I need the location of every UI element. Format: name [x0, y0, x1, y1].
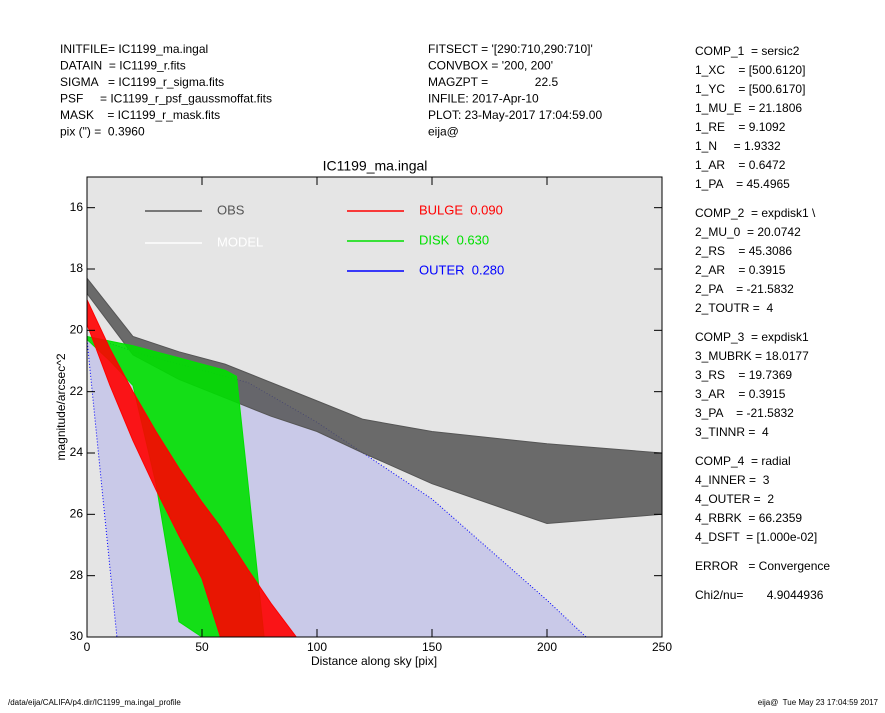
header-line: CONVBOX = '200, 200'	[428, 59, 553, 73]
plot-frame	[86, 176, 663, 638]
parameter-line: 2_AR = 0.3915	[695, 263, 786, 277]
parameter-line: 1_RE = 9.1092	[695, 120, 786, 134]
y-tick-label: 16	[70, 200, 84, 214]
y-tick-label: 22	[70, 384, 84, 398]
header-line: eija@	[428, 125, 459, 139]
legend-label: OUTER 0.280	[419, 262, 504, 277]
parameter-line: 4_RBRK = 66.2359	[695, 511, 802, 525]
legend-label: OBS	[217, 202, 245, 217]
parameter-line: 1_MU_E = 21.1806	[695, 101, 802, 115]
y-tick-label: 24	[70, 445, 84, 459]
x-tick-label: 50	[195, 640, 209, 654]
header-line: INFILE: 2017-Apr-10	[428, 92, 539, 106]
header-line: INITFILE= IC1199_ma.ingal	[60, 42, 208, 56]
parameter-line: 1_XC = [500.6120]	[695, 63, 805, 77]
x-tick-label: 200	[537, 640, 557, 654]
x-tick-label: 0	[84, 640, 91, 654]
component-band	[87, 299, 297, 637]
y-tick-label: 30	[70, 629, 84, 643]
parameter-line: 3_PA = -21.5832	[695, 406, 794, 420]
parameter-line: COMP_3 = expdisk1	[695, 330, 809, 344]
parameter-line: 3_MUBRK = 18.0177	[695, 349, 809, 363]
y-axis-label: magnitude/arcsec^2	[54, 353, 68, 460]
header-line: MASK = IC1199_r_mask.fits	[60, 108, 220, 122]
footer-path: /data/eija/CALIFA/p4.dir/IC1199_ma.ingal…	[8, 698, 181, 707]
parameter-line: Chi2/nu= 4.9044936	[695, 588, 824, 602]
parameter-line: 1_N = 1.9332	[695, 139, 781, 153]
x-axis-label: Distance along sky [pix]	[311, 654, 437, 668]
x-tick-label: 250	[652, 640, 672, 654]
legend-label: BULGE 0.090	[419, 202, 503, 217]
parameter-line: 4_INNER = 3	[695, 473, 770, 487]
y-tick-label: 20	[70, 323, 84, 337]
parameter-line: 4_DSFT = [1.000e-02]	[695, 530, 817, 544]
parameter-line: 4_OUTER = 2	[695, 492, 774, 506]
header-line: PLOT: 23-May-2017 17:04:59.00	[428, 108, 602, 122]
chart-title: IC1199_ma.ingal	[323, 158, 428, 174]
header-line: MAGZPT = 22.5	[428, 75, 558, 89]
header-line: PSF = IC1199_r_psf_gaussmoffat.fits	[60, 92, 272, 106]
y-tick-label: 26	[70, 507, 84, 521]
parameter-line: 2_PA = -21.5832	[695, 282, 794, 296]
parameter-line: 1_AR = 0.6472	[695, 158, 786, 172]
header-line: SIGMA = IC1199_r_sigma.fits	[60, 75, 224, 89]
parameter-line: COMP_2 = expdisk1 \	[695, 206, 816, 220]
parameter-line: 1_PA = 45.4965	[695, 177, 790, 191]
y-tick-label: 28	[70, 568, 84, 582]
parameter-line: 2_RS = 45.3086	[695, 244, 792, 258]
parameter-line: 3_TINNR = 4	[695, 425, 769, 439]
parameter-line: 3_RS = 19.7369	[695, 368, 792, 382]
x-tick-label: 150	[422, 640, 442, 654]
header-line: pix (") = 0.3960	[60, 125, 145, 139]
parameter-line: ERROR = Convergence	[695, 559, 830, 573]
x-tick-label: 100	[307, 640, 327, 654]
header-line: DATAIN = IC1199_r.fits	[60, 59, 186, 73]
y-tick-label: 18	[70, 261, 84, 275]
parameter-line: COMP_4 = radial	[695, 454, 791, 468]
legend-label: DISK 0.630	[419, 232, 489, 247]
parameter-line: COMP_1 = sersic2	[695, 44, 800, 58]
parameter-line: 2_TOUTR = 4	[695, 301, 773, 315]
legend-label: MODEL	[217, 234, 263, 249]
footer-stamp: eija@ Tue May 23 17:04:59 2017	[758, 698, 879, 707]
header-line: FITSECT = '[290:710,290:710]'	[428, 42, 593, 56]
parameter-line: 2_MU_0 = 20.0742	[695, 225, 801, 239]
parameter-line: 3_AR = 0.3915	[695, 387, 786, 401]
parameter-line: 1_YC = [500.6170]	[695, 82, 805, 96]
